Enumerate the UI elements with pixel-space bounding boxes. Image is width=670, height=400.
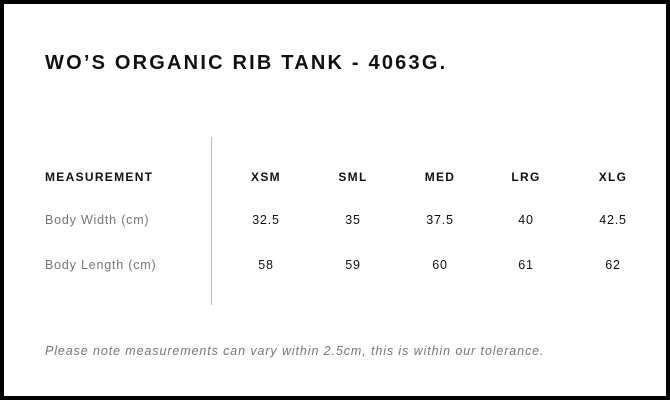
- measurement-header: MEASUREMENT: [45, 170, 154, 184]
- table-cell: 61: [518, 258, 534, 272]
- table-cell: 42.5: [599, 213, 627, 227]
- table-cell: 32.5: [252, 213, 280, 227]
- size-header-xsm: XSM: [251, 170, 281, 184]
- table-cell: 37.5: [426, 213, 454, 227]
- size-header-xlg: XLG: [598, 170, 628, 184]
- table-cell: 35: [345, 213, 361, 227]
- row-label: Body Length (cm): [45, 258, 157, 272]
- table-cell: 60: [432, 258, 448, 272]
- column-divider: [211, 137, 212, 305]
- row-label: Body Width (cm): [45, 213, 150, 227]
- size-header-med: MED: [424, 170, 456, 184]
- table-cell: 59: [345, 258, 361, 272]
- size-header-lrg: LRG: [511, 170, 541, 184]
- page-title: WO’S ORGANIC RIB TANK - 4063G.: [45, 52, 448, 74]
- table-cell: 62: [605, 258, 621, 272]
- tolerance-note: Please note measurements can vary within…: [45, 344, 545, 358]
- table-cell: 58: [258, 258, 274, 272]
- table-cell: 40: [518, 213, 534, 227]
- size-header-sml: SML: [338, 170, 368, 184]
